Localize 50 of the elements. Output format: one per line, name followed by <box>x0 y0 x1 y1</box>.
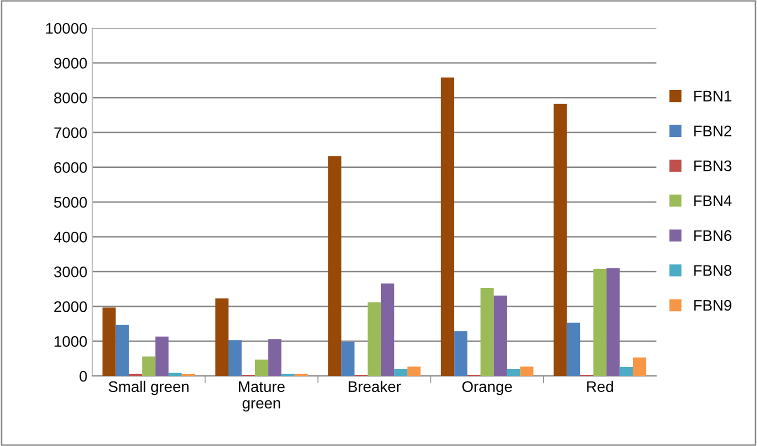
legend-label: FBN3 <box>694 160 732 172</box>
bar <box>215 298 229 376</box>
legend-label: FBN2 <box>694 126 732 136</box>
bar <box>380 283 394 376</box>
y-tick-label: 4000 <box>54 232 87 243</box>
x-tick-label: Orange <box>462 381 512 396</box>
x-tick-label: Mature green <box>239 381 285 412</box>
legend-label: FBN4 <box>694 195 732 206</box>
bar <box>228 340 242 376</box>
bar <box>494 296 507 376</box>
bar <box>606 268 620 376</box>
bar <box>328 156 342 376</box>
bar <box>394 369 408 376</box>
bar <box>454 331 468 376</box>
bar <box>440 77 454 376</box>
x-tick-label: Breaker <box>348 380 401 392</box>
bar <box>168 372 182 376</box>
bar <box>268 339 282 376</box>
bar <box>116 324 129 376</box>
bar <box>341 342 355 376</box>
bar <box>254 360 268 376</box>
y-tick-label: 8000 <box>54 92 87 104</box>
y-tick-label: 9000 <box>54 58 87 69</box>
y-tick-label: 0 <box>80 370 87 382</box>
y-tick-label: 2000 <box>54 301 87 312</box>
legend-label: FBN1 <box>694 90 732 102</box>
bar <box>554 104 567 376</box>
bar <box>407 366 421 376</box>
y-tick-label: 5000 <box>54 196 87 208</box>
bar <box>368 302 381 376</box>
bar <box>480 288 494 376</box>
legend-label: FBN6 <box>694 230 732 242</box>
bar <box>506 369 520 376</box>
bar <box>142 356 156 376</box>
bar <box>620 366 633 376</box>
y-tick-label: 3000 <box>54 266 87 278</box>
bar <box>566 322 580 376</box>
bar <box>593 268 607 376</box>
bar <box>632 358 646 376</box>
legend-label: FBN8 <box>694 265 732 276</box>
x-tick-label: Small green <box>108 380 189 396</box>
y-tick-label: 7000 <box>54 127 87 138</box>
bar <box>520 366 534 376</box>
bar <box>102 307 116 376</box>
legend-label: FBN9 <box>694 300 732 311</box>
y-tick-label: 6000 <box>54 162 87 173</box>
y-tick-label: 1000 <box>54 336 87 347</box>
bar <box>155 336 169 376</box>
y-tick-label: 10000 <box>46 22 87 34</box>
x-tick-label: Red <box>587 380 613 392</box>
